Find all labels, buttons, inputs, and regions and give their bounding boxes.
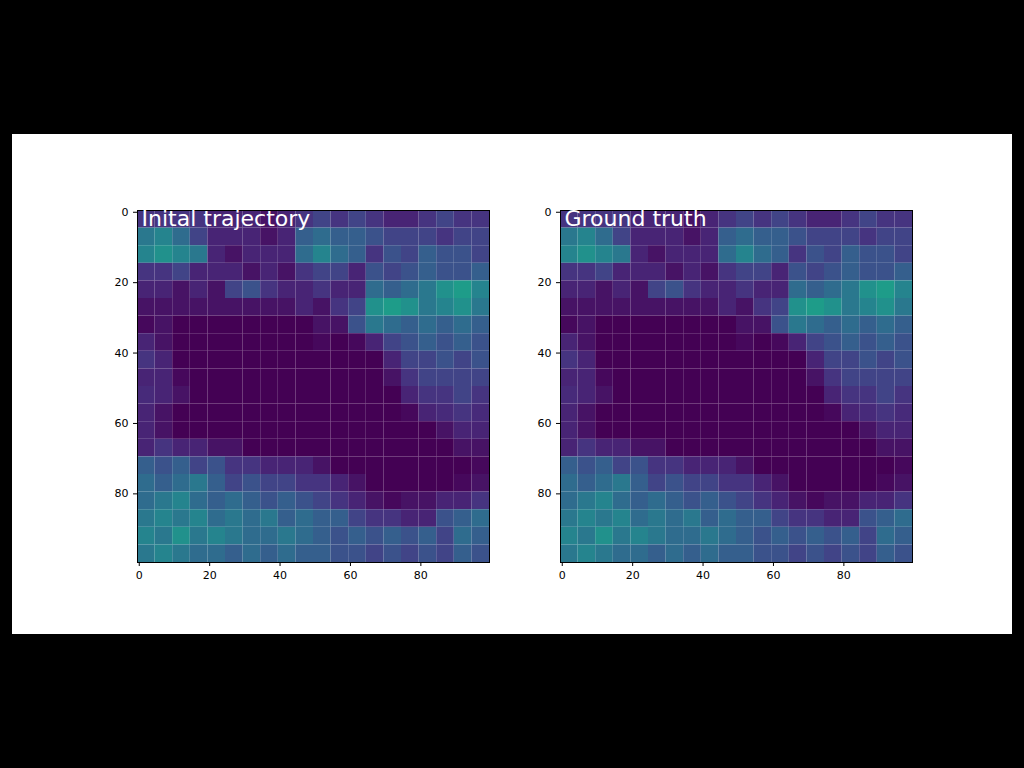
svg-text:Ground truth: Ground truth [565,206,707,231]
svg-text:40: 40 [696,569,710,582]
svg-text:0: 0 [545,206,552,219]
svg-text:60: 60 [343,569,357,582]
svg-text:20: 20 [203,569,217,582]
svg-text:0: 0 [122,206,129,219]
svg-text:20: 20 [538,276,552,289]
svg-text:80: 80 [115,487,129,500]
svg-text:80: 80 [538,487,552,500]
svg-text:40: 40 [115,347,129,360]
svg-text:40: 40 [273,569,287,582]
svg-text:60: 60 [766,569,780,582]
svg-text:80: 80 [414,569,428,582]
svg-text:60: 60 [538,417,552,430]
svg-text:Inital trajectory: Inital trajectory [142,206,311,231]
svg-text:0: 0 [136,569,143,582]
svg-text:20: 20 [626,569,640,582]
svg-text:40: 40 [538,347,552,360]
svg-text:20: 20 [115,276,129,289]
svg-text:60: 60 [115,417,129,430]
svg-text:80: 80 [837,569,851,582]
svg-text:0: 0 [559,569,566,582]
